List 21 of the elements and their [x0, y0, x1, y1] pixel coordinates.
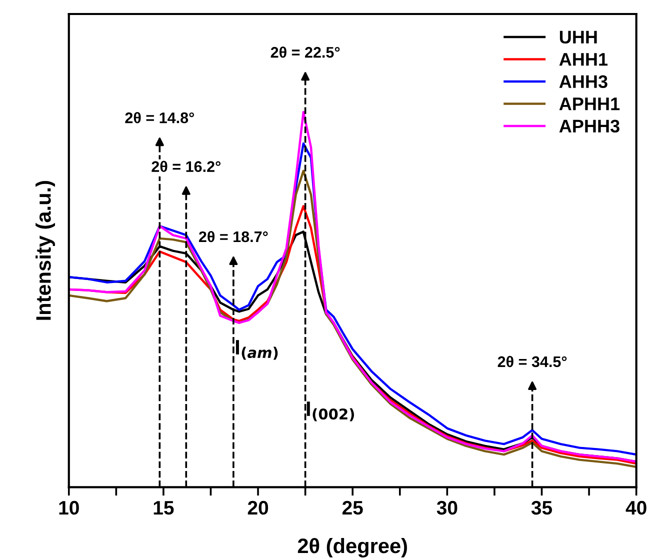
ref-line-label: 2θ = 18.7°: [198, 230, 268, 242]
x-tick-label: 35: [531, 500, 552, 515]
annotation: I$_{(am)}$: [236, 340, 278, 360]
ref-line-label: 2θ = 22.5°: [270, 46, 340, 58]
y-axis-title: Intensity (a.u.): [36, 181, 55, 320]
x-tick-label: 15: [154, 501, 174, 515]
ref-line-label: 2θ = 14.8°: [125, 112, 194, 124]
ref-line-label: 2θ = 34.5°: [498, 356, 567, 368]
legend-label: APHH3: [559, 120, 620, 133]
x-tick-label: 10: [59, 500, 79, 515]
x-tick-label: 40: [626, 500, 646, 515]
x-tick-label: 30: [436, 500, 458, 515]
x-tick-label: 20: [248, 500, 268, 515]
legend-label: UHH: [560, 30, 597, 44]
legend-label: AHH3: [559, 75, 608, 88]
ref-line-label: 2θ = 16.2°: [152, 160, 220, 172]
legend-label: AHH1: [559, 53, 608, 66]
legend-label: APHH1: [559, 98, 620, 110]
annotation: I$_{(002)}$: [306, 402, 354, 422]
x-axis-title: 2θ (degree): [298, 538, 407, 558]
x-tick-label: 25: [342, 500, 363, 515]
